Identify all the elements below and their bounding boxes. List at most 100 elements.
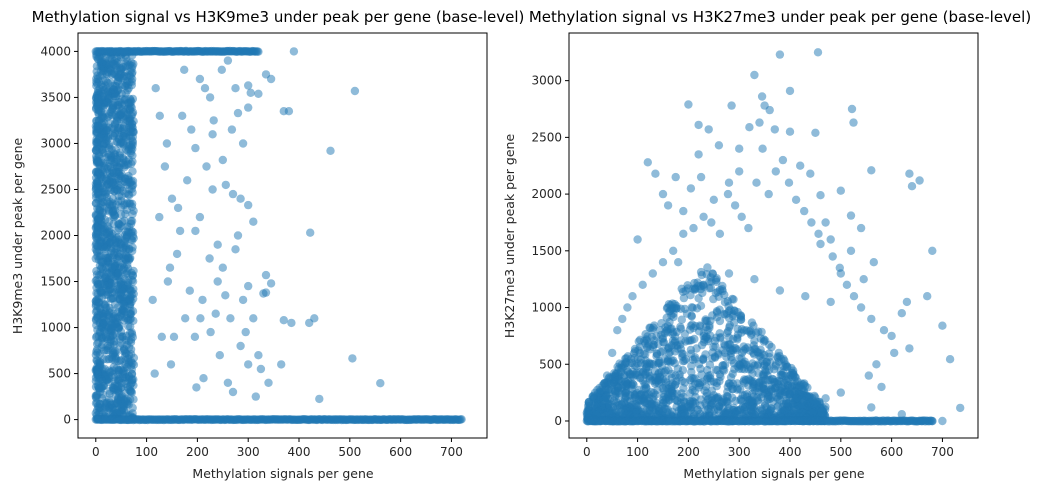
data-point-dense [98, 59, 107, 68]
data-point [236, 341, 245, 351]
data-point-dense [781, 398, 791, 408]
data-point-dense [787, 363, 796, 373]
data-point-dense [120, 100, 129, 109]
data-point-dense [670, 395, 680, 404]
data-point-dense [702, 392, 711, 401]
data-point-dense [102, 398, 111, 407]
data-point [196, 314, 205, 323]
data-point-dense [662, 304, 672, 313]
data-point [213, 240, 222, 249]
data-point [752, 178, 761, 187]
data-point-dense [683, 284, 693, 293]
data-point-dense [599, 395, 609, 405]
data-point-dense [704, 371, 713, 381]
data-point-dense [119, 300, 128, 309]
data-point-dense [691, 374, 700, 383]
data-point-dense [97, 212, 107, 221]
data-point-dense [100, 273, 110, 282]
data-point-dense [126, 387, 135, 396]
data-point-dense [811, 393, 820, 402]
y-tick-label: 500 [48, 367, 71, 381]
data-point-dense [705, 321, 714, 330]
scatter-points [91, 46, 466, 425]
data-point-dense [718, 281, 727, 291]
data-point-dense [613, 362, 622, 372]
data-point-dense [102, 77, 111, 86]
data-point [221, 291, 230, 300]
data-point [198, 295, 207, 305]
data-point [200, 84, 210, 93]
data-point-dense [650, 336, 659, 345]
x-tick-label: 500 [338, 445, 361, 459]
data-point-dense [656, 347, 665, 357]
data-point-dense [678, 357, 688, 366]
y-tick-label: 500 [539, 357, 562, 371]
x-tick-label: 400 [779, 445, 802, 459]
data-point [256, 364, 266, 374]
data-point-dense [729, 295, 738, 304]
data-point [178, 111, 187, 121]
y-axis-label: H3K27me3 under peak per gene [502, 134, 517, 339]
data-point-dense [621, 357, 630, 367]
data-point [872, 360, 881, 369]
data-point-dense [92, 116, 101, 126]
data-point [228, 189, 238, 199]
data-point [826, 297, 835, 307]
data-point-dense [690, 353, 700, 362]
data-point [195, 212, 205, 222]
data-point [155, 212, 164, 222]
y-tick-label: 2500 [531, 130, 562, 144]
data-point [261, 70, 271, 79]
data-point [775, 50, 785, 59]
data-point-dense [93, 297, 102, 306]
data-point [856, 223, 866, 233]
data-point [251, 392, 260, 401]
data-point [221, 180, 230, 190]
data-point-dense [108, 199, 117, 208]
data-point [191, 226, 200, 236]
data-point-dense [699, 355, 708, 364]
data-point-dense [676, 322, 685, 332]
data-point [226, 314, 235, 323]
data-point [266, 279, 276, 288]
data-point-dense [127, 328, 136, 337]
data-point [689, 223, 698, 233]
data-point [679, 229, 688, 238]
data-point-dense [108, 105, 117, 114]
data-point-dense [92, 356, 102, 366]
data-point-dense [669, 309, 678, 318]
data-point-dense [93, 74, 103, 84]
data-point [376, 379, 385, 388]
data-point-dense [804, 402, 813, 411]
data-point [811, 128, 820, 137]
data-point [175, 226, 185, 236]
data-point [890, 348, 899, 358]
data-point-dense [128, 127, 138, 136]
data-point [714, 141, 724, 150]
data-point-dense [769, 365, 779, 374]
data-point-dense [634, 337, 643, 346]
data-point-dense [679, 293, 689, 303]
data-point [618, 314, 627, 324]
data-point-dense [106, 238, 115, 247]
data-point-dense [102, 287, 111, 297]
data-point [277, 360, 286, 369]
data-point-dense [114, 357, 123, 366]
y-tick-label: 1500 [40, 275, 71, 289]
x-tick-label: 400 [288, 445, 311, 459]
data-point-dense [664, 395, 674, 404]
data-point-dense [92, 241, 102, 250]
data-point-dense [106, 156, 115, 165]
data-point-dense [596, 386, 605, 395]
data-point [218, 263, 227, 272]
data-point-dense [119, 367, 128, 376]
y-tick-label: 1000 [40, 321, 71, 335]
data-point-dense [666, 358, 675, 367]
data-point [807, 218, 816, 227]
data-point-dense [112, 116, 122, 126]
data-point [715, 229, 725, 238]
data-point [887, 331, 896, 341]
data-point [669, 246, 678, 255]
data-point-dense [787, 382, 796, 391]
